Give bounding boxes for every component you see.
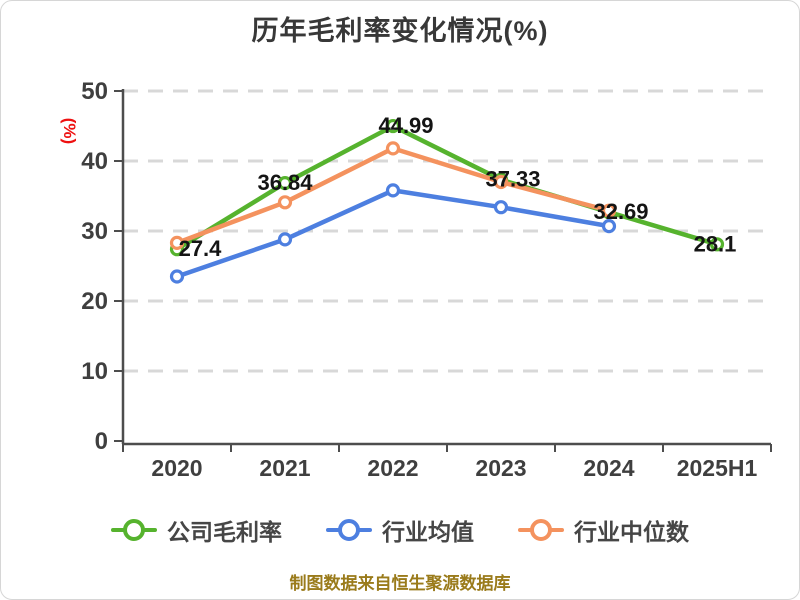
legend-item-0[interactable]: 公司毛利率 (111, 513, 282, 547)
y-tick-label: 30 (81, 218, 108, 245)
data-point-marker-1 (493, 200, 509, 215)
data-point-marker-2 (169, 235, 185, 250)
legend-label: 行业均值 (382, 519, 474, 545)
x-tick-label: 2021 (259, 455, 310, 481)
value-label: 32.69 (593, 199, 648, 224)
value-label: 28.1 (694, 231, 737, 256)
value-label: 44.99 (378, 113, 433, 138)
legend-dot-icon (123, 519, 145, 541)
y-tick-label: 50 (81, 78, 108, 105)
data-source-note: 制图数据来自恒生聚源数据库 (289, 574, 511, 593)
data-point-marker-1 (385, 183, 401, 198)
data-point-marker-0 (385, 118, 401, 134)
x-tick-label: 2022 (367, 455, 418, 481)
legend-item-2[interactable]: 行业中位数 (518, 513, 689, 547)
value-label: 37.33 (485, 167, 540, 192)
chart-title: 历年毛利率变化情况(%) (251, 16, 549, 46)
value-label: 36.84 (257, 170, 313, 195)
y-axis-name: (%) (60, 118, 79, 144)
value-label: 27.4 (179, 236, 223, 261)
data-point-marker-0 (709, 237, 725, 252)
legend-item-1[interactable]: 行业均值 (326, 513, 474, 547)
data-point-marker-1 (169, 269, 185, 284)
legend-marker-icon (326, 518, 372, 542)
legend-marker-icon (518, 518, 564, 542)
data-point-marker-1 (601, 219, 617, 234)
x-tick-label: 2024 (583, 455, 634, 481)
series-line-0 (174, 123, 720, 252)
data-point-marker-2 (385, 141, 401, 156)
data-point-marker-2 (277, 195, 293, 210)
series-line-1 (174, 188, 612, 279)
data-point-marker-2 (493, 174, 509, 190)
y-tick-label: 20 (81, 288, 108, 315)
legend-dot-icon (338, 519, 360, 541)
y-tick-label: 0 (95, 428, 108, 455)
legend-label: 行业中位数 (574, 519, 689, 545)
data-point-marker-1 (277, 232, 293, 247)
legend-label: 公司毛利率 (167, 519, 282, 545)
y-tick-label: 40 (81, 148, 108, 175)
x-tick-label: 2023 (475, 455, 526, 481)
y-tick-label: 10 (81, 358, 108, 385)
legend: 公司毛利率 行业均值 行业中位数 (1, 513, 799, 547)
x-tick-label: 2025H1 (677, 455, 758, 481)
x-tick-label: 2020 (151, 455, 202, 481)
data-point-marker-0 (277, 176, 293, 191)
legend-marker-icon (111, 518, 157, 542)
data-point-marker-2 (601, 203, 617, 218)
legend-dot-icon (530, 519, 552, 541)
